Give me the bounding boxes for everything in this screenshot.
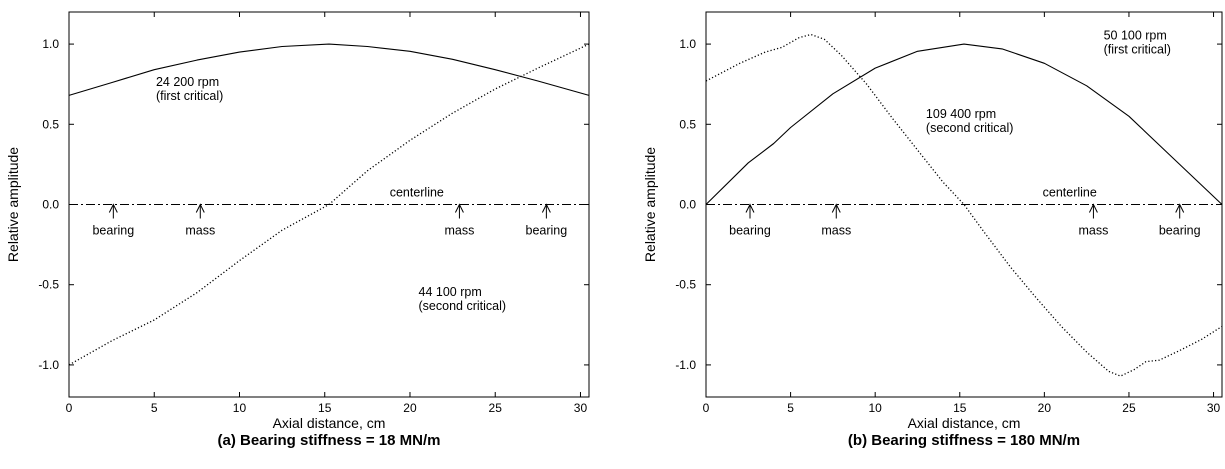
marker-label: bearing bbox=[1159, 224, 1201, 238]
marker-bearing-arrow bbox=[1175, 203, 1185, 219]
y-tick-label: 1.0 bbox=[679, 37, 696, 51]
series-label: 44 100 rpm bbox=[419, 285, 482, 299]
marker-label: mass bbox=[185, 224, 215, 238]
x-tick-label: 25 bbox=[489, 401, 503, 415]
x-tick-label: 15 bbox=[318, 401, 332, 415]
series-second-critical-line bbox=[68, 43, 590, 366]
centerline-label: centerline bbox=[390, 186, 444, 200]
panel-b: 0 5 10 15 20 25 30 -1.0 -0.5 0.0 0.5 1.0 Axial dista… bbox=[642, 11, 1223, 431]
marker-bearing-arrow bbox=[108, 203, 118, 219]
x-tick-label: 30 bbox=[574, 401, 588, 415]
y-tick-label: -0.5 bbox=[675, 278, 696, 292]
y-tick-label: 0.5 bbox=[679, 117, 696, 131]
marker-label: bearing bbox=[729, 224, 771, 238]
y-tick-label: -1.0 bbox=[675, 358, 696, 372]
x-tick-label: 0 bbox=[703, 401, 710, 415]
marker-mass-arrow bbox=[195, 203, 205, 219]
x-axis-label: Axial distance, cm bbox=[273, 415, 386, 431]
marker-label: mass bbox=[1078, 224, 1108, 238]
marker-mass-arrow bbox=[831, 203, 841, 219]
marker-label: bearing bbox=[526, 224, 568, 238]
x-tick-label: 25 bbox=[1122, 401, 1136, 415]
x-tick-label: 5 bbox=[787, 401, 794, 415]
y-axis-label: Relative amplitude bbox=[642, 147, 658, 262]
y-tick-label: 0.0 bbox=[679, 198, 696, 212]
caption-b: (b) Bearing stiffness = 180 MN/m bbox=[848, 432, 1080, 449]
y-tick-label: 0.0 bbox=[42, 198, 59, 212]
x-tick-label: 5 bbox=[151, 401, 158, 415]
marker-label: bearing bbox=[92, 224, 134, 238]
marker-bearing-arrow bbox=[541, 203, 551, 219]
series-first-critical-line bbox=[68, 43, 590, 96]
x-tick-label: 10 bbox=[233, 401, 247, 415]
series-label: 50 100 rpm bbox=[1104, 28, 1167, 42]
series-label: (first critical) bbox=[156, 89, 223, 103]
marker-mass-arrow bbox=[454, 203, 464, 219]
x-tick-label: 0 bbox=[66, 401, 73, 415]
y-tick-label: 0.5 bbox=[42, 117, 59, 131]
marker-label: mass bbox=[444, 224, 474, 238]
series-first-critical-line bbox=[705, 43, 1223, 205]
x-tick-label: 10 bbox=[869, 401, 883, 415]
x-tick-label: 20 bbox=[403, 401, 417, 415]
y-tick-label: 1.0 bbox=[42, 37, 59, 51]
x-tick-label: 20 bbox=[1038, 401, 1052, 415]
series-label: (second critical) bbox=[926, 121, 1014, 135]
marker-label: mass bbox=[821, 224, 851, 238]
series-label: 24 200 rpm bbox=[156, 75, 219, 89]
x-tick-label: 30 bbox=[1207, 401, 1221, 415]
marker-bearing-arrow bbox=[745, 203, 755, 219]
caption-a: (a) Bearing stiffness = 18 MN/m bbox=[218, 432, 441, 449]
series-label: (first critical) bbox=[1104, 42, 1171, 56]
y-axis-label: Relative amplitude bbox=[5, 147, 21, 262]
series-label: (second critical) bbox=[419, 299, 507, 313]
y-tick-label: -1.0 bbox=[38, 358, 59, 372]
series-second-critical-line bbox=[705, 33, 1223, 377]
x-tick-label: 15 bbox=[953, 401, 967, 415]
series-label: 109 400 rpm bbox=[926, 107, 996, 121]
centerline-label: centerline bbox=[1043, 186, 1097, 200]
marker-mass-arrow bbox=[1088, 203, 1098, 219]
x-axis-label: Axial distance, cm bbox=[908, 415, 1021, 431]
y-tick-label: -0.5 bbox=[38, 278, 59, 292]
panel-a: 0 5 10 15 20 25 30 -1.0 -0.5 0.0 0.5 1.0 Axial dista… bbox=[5, 11, 590, 431]
